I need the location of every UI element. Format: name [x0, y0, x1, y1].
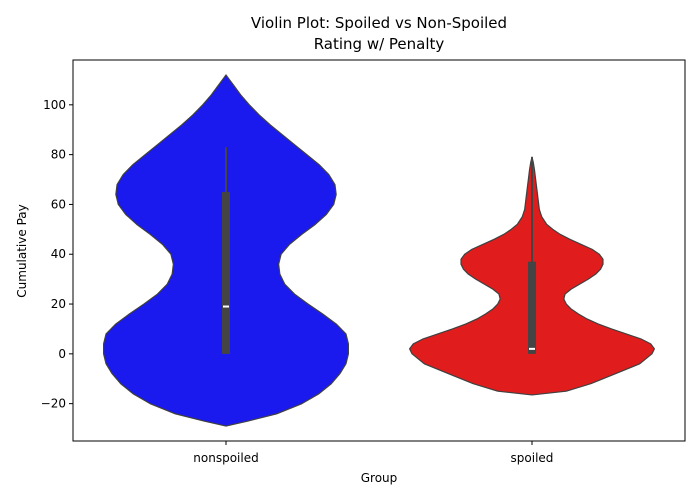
- x-axis-ticks: nonspoiled spoiled: [193, 441, 553, 465]
- y-tick-label: 80: [51, 148, 66, 162]
- y-axis-label: Cumulative Pay: [15, 204, 29, 297]
- y-axis-ticks: −20 0 20 40 60 80 100: [41, 98, 73, 411]
- y-tick-label: 60: [51, 197, 66, 211]
- iqr-box-spoiled: [528, 261, 536, 354]
- y-tick-label: 20: [51, 297, 66, 311]
- plot-area-frame: [72, 59, 686, 442]
- y-tick-label: 40: [51, 247, 66, 261]
- chart-title-line-1: Violin Plot: Spoiled vs Non-Spoiled: [251, 14, 507, 32]
- box-group: [222, 147, 536, 354]
- y-tick-label: 0: [58, 347, 66, 361]
- violin-group: [103, 74, 655, 427]
- chart-title-line-2: Rating w/ Penalty: [314, 35, 445, 53]
- y-tick-label: −20: [41, 397, 66, 411]
- y-tick-label: 100: [43, 98, 66, 112]
- iqr-box-nonspoiled: [222, 191, 230, 354]
- x-axis-label: Group: [361, 471, 398, 485]
- x-tick-label-spoiled: spoiled: [511, 451, 554, 465]
- x-tick-label-nonspoiled: nonspoiled: [193, 451, 258, 465]
